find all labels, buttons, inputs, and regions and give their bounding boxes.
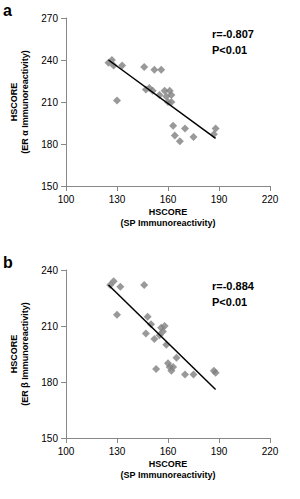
svg-text:210: 210 [41,97,58,108]
svg-text:r=-0.884: r=-0.884 [212,280,255,292]
svg-text:P<0.01: P<0.01 [212,44,247,56]
svg-text:270: 270 [41,13,58,24]
svg-text:220: 220 [262,446,279,457]
svg-text:(ER α Immunoreactivity): (ER α Immunoreactivity) [20,50,30,154]
svg-text:r=-0.807: r=-0.807 [212,28,254,40]
svg-text:180: 180 [41,377,58,388]
svg-text:HSCORE: HSCORE [149,207,188,217]
svg-text:210: 210 [41,321,58,332]
svg-text:190: 190 [211,194,228,205]
svg-text:130: 130 [109,446,126,457]
svg-text:a: a [3,2,12,19]
svg-text:190: 190 [211,446,228,457]
svg-text:HSCORE: HSCORE [9,83,19,122]
svg-text:(SP Immunoreactivity): (SP Immunoreactivity) [121,218,216,228]
svg-text:160: 160 [160,446,177,457]
svg-text:(SP Immunoreactivity): (SP Immunoreactivity) [121,470,216,480]
svg-text:150: 150 [41,433,58,444]
svg-text:160: 160 [160,194,177,205]
svg-text:240: 240 [41,265,58,276]
svg-text:HSCORE: HSCORE [149,459,188,469]
svg-text:150: 150 [41,181,58,192]
svg-text:b: b [3,254,13,271]
svg-text:P<0.01: P<0.01 [212,296,247,308]
svg-text:100: 100 [58,446,75,457]
svg-text:130: 130 [109,194,126,205]
svg-text:(ER β Immunoreactivity): (ER β Immunoreactivity) [20,302,30,406]
svg-text:240: 240 [41,55,58,66]
svg-text:180: 180 [41,139,58,150]
svg-text:220: 220 [262,194,279,205]
svg-text:100: 100 [58,194,75,205]
svg-text:HSCORE: HSCORE [9,335,19,374]
